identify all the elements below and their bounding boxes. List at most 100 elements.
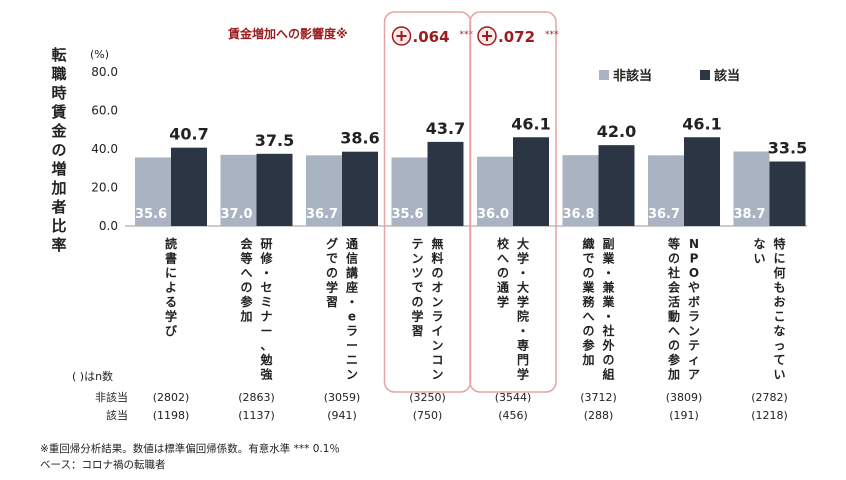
category-label-char: 学 [411, 309, 423, 324]
category-label-char: い [753, 252, 765, 266]
n-table-cell: (1218) [751, 409, 788, 422]
coefficient-label: .064 [413, 28, 450, 46]
highlight-boxes: .064 *** .072 *** [383, 11, 559, 393]
n-table-cell: (3544) [495, 391, 532, 404]
category-label-char: 副 [602, 236, 614, 251]
bar-non-applicable [648, 155, 684, 226]
coefficient-label: .072 [498, 28, 535, 46]
category-label-char: 院 [517, 309, 529, 324]
category-label-char: 講 [346, 265, 358, 280]
category-label-char: 学 [517, 251, 529, 266]
data-label-applicable: 33.5 [768, 139, 807, 158]
n-table-cell: (1198) [153, 409, 190, 422]
n-table-cell: (1137) [238, 409, 275, 422]
category-label-char: ン [431, 295, 443, 309]
n-table-cell: (750) [413, 409, 443, 422]
category-label-char: 参 [240, 294, 253, 309]
bar-applicable [342, 151, 378, 226]
highlight-box [469, 11, 557, 393]
category-label-char: 兼 [601, 280, 615, 295]
y-axis-label-char: 金 [50, 122, 67, 140]
category-label-char: 料 [431, 251, 443, 266]
category-label-char: 座 [345, 280, 358, 295]
category-label-char: へ [497, 252, 509, 266]
category-label-char: ラ [688, 310, 700, 324]
category-label-char: 校 [497, 236, 510, 251]
category-label-char: 外 [602, 338, 614, 353]
data-label-applicable: 46.1 [511, 114, 550, 133]
legend-swatch [599, 70, 609, 80]
bar-non-applicable [220, 154, 257, 226]
category-label-char: 修 [259, 251, 273, 266]
category-label-char: ・ [517, 324, 529, 338]
y-axis-label-char: の [51, 141, 66, 159]
category-label-char: ボ [688, 294, 700, 309]
n-table-cell: (2802) [153, 391, 190, 404]
category-label-char: 通 [346, 236, 358, 251]
bar-non-applicable [562, 155, 599, 226]
category-label-char: 参 [668, 352, 681, 367]
data-label-non-applicable: 36.7 [306, 207, 338, 222]
n-table-cell: (3250) [409, 391, 446, 404]
bar-applicable [769, 161, 806, 226]
data-label-non-applicable: 35.6 [135, 207, 167, 222]
bar-non-applicable [135, 157, 171, 226]
y-tick-label: 60.0 [91, 104, 118, 118]
category-label-char: に [165, 266, 177, 280]
category-label-char: の [668, 252, 680, 266]
footnote-2: ベース：コロナ禍の転職者 [40, 458, 165, 471]
category-label-char: っ [773, 339, 785, 353]
category-label-char: e [348, 310, 356, 324]
category-label-char: お [773, 295, 785, 309]
category-label-char: 学 [517, 367, 529, 382]
category-label-char: 何 [773, 265, 785, 280]
y-axis-label-char: 者 [51, 198, 66, 216]
category-label-char: 学 [497, 294, 509, 309]
category-label-char: 大 [517, 236, 529, 251]
category-label-char: で [411, 281, 423, 295]
category-label-char: 、 [260, 339, 272, 353]
data-label-applicable: 46.1 [682, 114, 721, 133]
data-label-non-applicable: 36.0 [477, 207, 509, 222]
category-label-char: 書 [165, 251, 177, 266]
legend-label: 非該当 [613, 68, 652, 84]
category-label-char: の [497, 266, 509, 280]
category-label-char: 加 [581, 352, 594, 367]
category-label-char: 習 [326, 295, 338, 309]
category-label-char: ー [260, 324, 272, 338]
category-label-char: ・ [260, 266, 272, 280]
category-label-char: ン [431, 339, 443, 353]
n-table-cell: (3809) [666, 391, 703, 404]
category-label-char: や [688, 281, 700, 295]
data-label-non-applicable: 36.8 [562, 207, 594, 222]
y-axis-label-char: 増 [51, 160, 66, 178]
legend: 非該当 該当 [599, 68, 740, 84]
category-label-char: の [431, 266, 443, 280]
category-label-char: ・ [602, 266, 614, 280]
category-label-char: 業 [601, 251, 615, 266]
category-labels: 読書による学び研修・セミナー、勉強会等への参加通信講座・eラーニングでの学習無料… [165, 236, 786, 382]
category-label-char: 信 [346, 251, 358, 266]
legend-swatch [700, 70, 710, 80]
category-label-char: 通 [497, 280, 509, 295]
data-label-applicable: 43.7 [426, 119, 465, 138]
category-label-char: い [773, 368, 785, 382]
bar-non-applicable [306, 155, 342, 226]
bar-applicable [427, 141, 464, 226]
bar-applicable [171, 147, 207, 226]
data-label-applicable: 42.0 [597, 122, 636, 141]
category-label-char: 等 [239, 251, 252, 266]
category-label-char: 業 [601, 294, 615, 309]
y-tick-label: 40.0 [91, 142, 118, 156]
bar-non-applicable [391, 157, 428, 226]
category-label-char: 織 [582, 236, 594, 251]
bar-non-applicable [733, 151, 770, 226]
bar-applicable [513, 137, 549, 226]
category-label-char: 勉 [259, 352, 272, 367]
category-label-char: ン [431, 368, 443, 382]
category-label-char: 会 [240, 236, 253, 251]
category-label-char: ラ [431, 310, 443, 324]
category-label-char: 専 [517, 338, 529, 353]
y-axis-ticks: 0.0 20.0 40.0 60.0 80.0 [91, 65, 118, 233]
